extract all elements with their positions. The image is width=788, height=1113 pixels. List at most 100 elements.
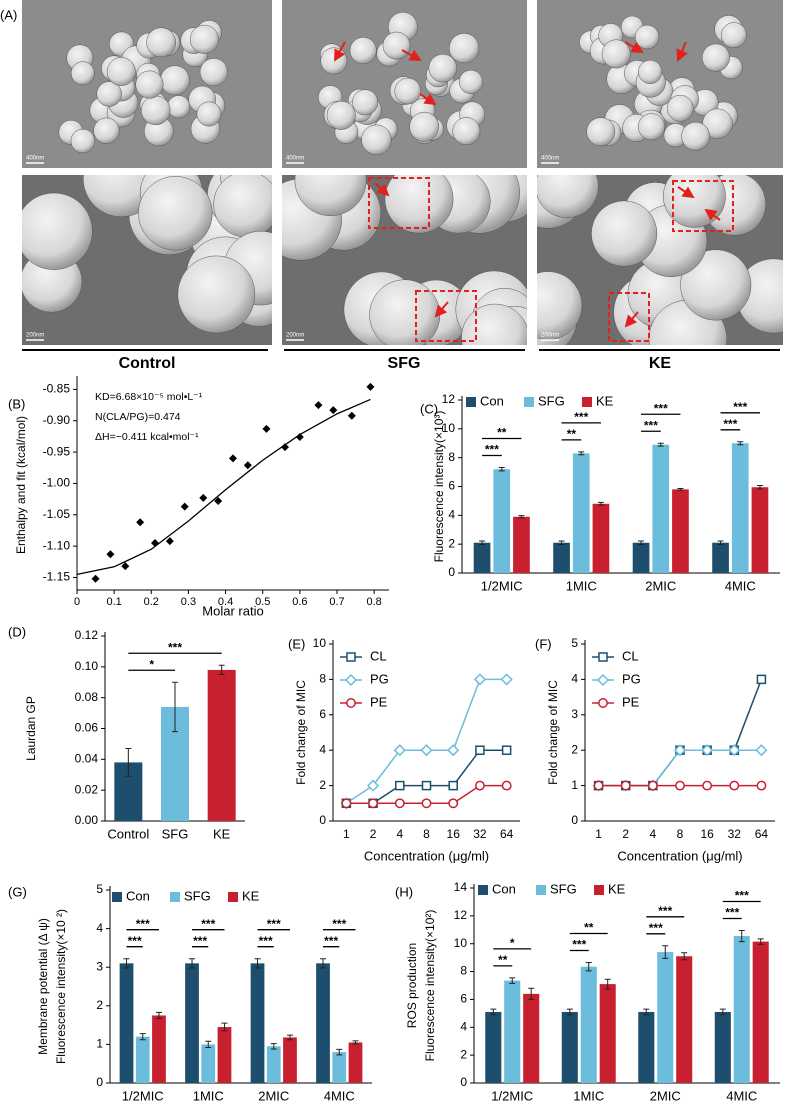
significance-label: **	[497, 426, 507, 440]
column-label: KE	[649, 355, 672, 372]
y-tick-label: 6	[448, 479, 455, 493]
arrow	[624, 311, 639, 328]
panel-label: (B)	[8, 396, 25, 411]
x-tick-label: 1MIC	[573, 1088, 604, 1103]
bar	[592, 503, 610, 573]
x-tick-label: 2	[622, 827, 629, 841]
panel-label: (H)	[395, 884, 413, 899]
cell	[199, 58, 228, 87]
error-bar	[662, 945, 669, 959]
y-tick-label: 4	[448, 508, 455, 522]
point	[199, 493, 208, 502]
bar	[332, 1052, 347, 1083]
x-tick-label: 4MIC	[726, 1088, 757, 1103]
marker	[728, 744, 741, 757]
significance-label: ***	[654, 401, 668, 415]
marker	[701, 744, 714, 757]
x-tick-label: Control	[107, 826, 149, 841]
cell	[666, 94, 694, 122]
y-tick-label: 8	[448, 450, 455, 464]
legend-label: Con	[126, 888, 150, 903]
cell	[449, 33, 480, 64]
marker	[421, 780, 432, 791]
bar	[493, 469, 511, 573]
legend-label: KE	[608, 881, 626, 896]
scale-bar-label: 400nm	[286, 156, 304, 162]
y-axis-label: ROS production	[405, 943, 419, 1028]
cell	[177, 255, 256, 334]
x-tick-label: 0.6	[292, 596, 307, 608]
bar	[712, 542, 729, 573]
significance-label: ***	[644, 418, 658, 432]
y-tick-label: 10	[442, 421, 456, 435]
marker	[447, 744, 460, 757]
y-tick-label: 0.00	[75, 813, 99, 827]
error-bar	[155, 1011, 162, 1020]
legend-label: SFG	[538, 393, 565, 408]
y-tick-label: 5	[96, 882, 103, 896]
y-tick-label: 1	[96, 1037, 103, 1051]
error-bar	[518, 515, 525, 519]
cell	[702, 108, 733, 139]
bar	[119, 963, 134, 1083]
error-bar	[757, 938, 764, 945]
cell	[160, 65, 190, 96]
cell	[140, 95, 171, 126]
cell	[213, 175, 272, 238]
significance-label: ***	[128, 934, 142, 948]
error-bar	[677, 488, 684, 491]
marker	[756, 780, 767, 791]
point	[91, 574, 100, 583]
highlight-box	[368, 177, 430, 229]
legend-label: PG	[622, 671, 641, 686]
x-tick-label: 1/2MIC	[481, 578, 523, 593]
marker	[620, 780, 631, 791]
error-bar	[738, 929, 745, 943]
y-tick-label: -0.85	[43, 382, 71, 396]
legend-marker	[346, 698, 356, 708]
marker	[393, 744, 406, 757]
y-tick-label: 2	[319, 778, 326, 792]
cell	[681, 121, 710, 151]
cell	[637, 113, 665, 141]
x-tick-label: 0.1	[106, 596, 121, 608]
point	[180, 502, 189, 511]
x-tick-label: 4MIC	[324, 1088, 355, 1103]
error-bar	[719, 1008, 726, 1016]
cell	[326, 100, 356, 130]
x-tick-label: 16	[447, 827, 461, 841]
error-bar	[566, 1008, 573, 1016]
panel-label: (D)	[8, 624, 26, 639]
y-tick-label: 4	[460, 1019, 467, 1033]
panel-label: (A)	[0, 7, 17, 22]
y-tick-label: 6	[319, 707, 326, 721]
arrow	[374, 182, 390, 197]
marker	[501, 780, 512, 791]
y-tick-label: 0	[319, 813, 326, 827]
x-tick-label: 32	[728, 827, 742, 841]
error-bar	[604, 978, 611, 990]
y-tick-label: 0.04	[75, 752, 99, 766]
annotation: ΔH=−0.411 kcal•mol⁻¹	[95, 431, 199, 443]
bar	[733, 936, 750, 1083]
marker	[448, 798, 459, 809]
y-tick-label: 12	[442, 392, 456, 406]
significance-label: ***	[658, 904, 672, 918]
legend-swatch	[594, 885, 604, 895]
x-tick-label: 8	[423, 827, 430, 841]
sem-images: 400nm 400nm 400nm 200nm 200nm 200nm	[22, 0, 783, 345]
y-axis-label: Fluorescence intensity(×10³)	[432, 411, 446, 563]
x-tick-label: 0.8	[366, 596, 381, 608]
x-tick-label: 1/2MIC	[491, 1088, 533, 1103]
bar	[135, 1036, 150, 1083]
bar	[504, 980, 521, 1083]
y-tick-label: 0	[96, 1075, 103, 1089]
cells	[282, 175, 527, 345]
cell	[458, 69, 483, 94]
x-axis-label: Molar ratio	[202, 603, 263, 618]
marker	[756, 674, 767, 685]
bar	[250, 963, 265, 1083]
cell	[361, 124, 392, 155]
cell	[349, 37, 377, 65]
